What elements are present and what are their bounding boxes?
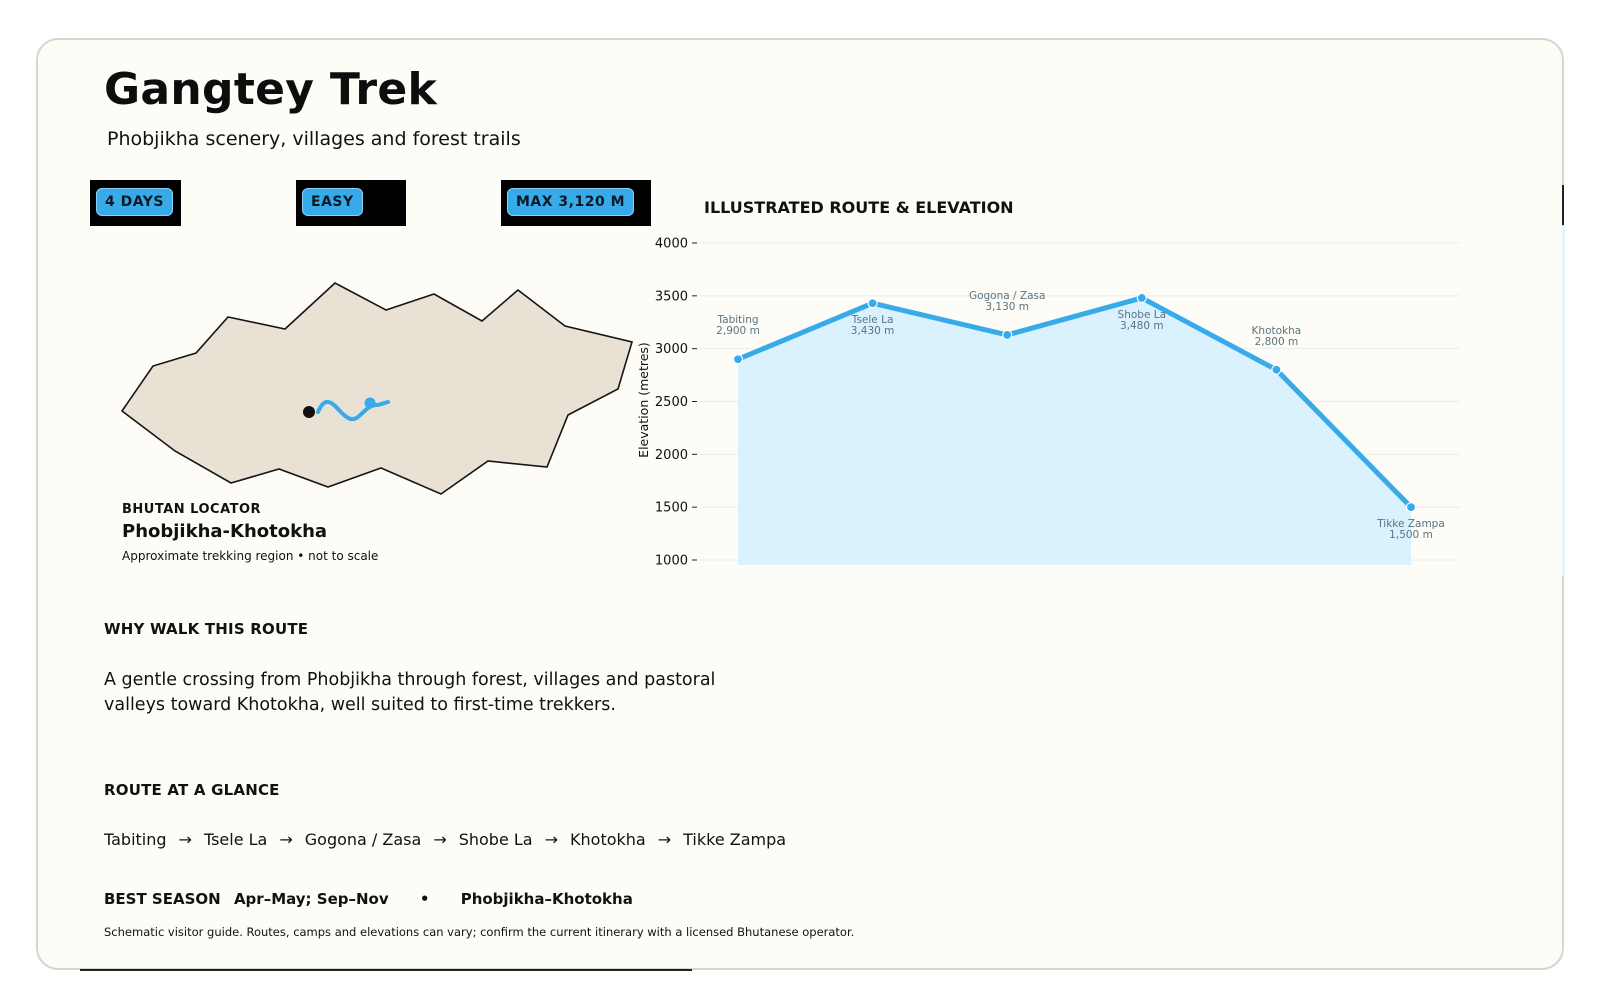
y-tick-label: 1500 bbox=[655, 501, 688, 516]
elevation-point bbox=[1002, 329, 1013, 341]
season-label: BEST SEASON bbox=[104, 890, 221, 908]
waypoint-name: Khotokha bbox=[1252, 325, 1302, 337]
edge-rule-top bbox=[1562, 185, 1564, 225]
waypoint-name: Tikke Zampa bbox=[1376, 518, 1445, 530]
waypoint-name: Gogona / Zasa bbox=[969, 290, 1045, 302]
y-tick-label: 1000 bbox=[655, 554, 688, 569]
duration-badge-label: 4 DAYS bbox=[96, 188, 173, 216]
locator-label: BHUTAN LOCATOR bbox=[122, 502, 262, 517]
elevation-chart: 1000 1500 2000 2500 3000 3500 4000 Elevation (… bbox=[636, 237, 1460, 569]
difficulty-badge: EASY bbox=[296, 180, 406, 226]
waypoint-elevation: 1,500 m bbox=[1389, 529, 1433, 541]
bottom-rule bbox=[80, 969, 692, 971]
locator-region: Phobjikha-Khotokha bbox=[122, 521, 328, 542]
elevation-point bbox=[867, 298, 878, 309]
waypoint-name: Tabiting bbox=[716, 314, 758, 326]
y-axis-label: Elevation (metres) bbox=[636, 342, 651, 458]
why-heading: WHY WALK THIS ROUTE bbox=[104, 620, 309, 638]
trek-start-marker bbox=[303, 406, 315, 418]
waypoint-name: Shobe La bbox=[1118, 309, 1167, 321]
elevation-line bbox=[735, 295, 1414, 510]
elevation-point bbox=[1136, 292, 1147, 304]
duration-badge: 4 DAYS bbox=[90, 180, 181, 226]
waypoint-elevation: 2,900 m bbox=[716, 325, 760, 337]
waypoint-elevation: 3,130 m bbox=[985, 301, 1029, 313]
route-arrow: → bbox=[279, 830, 293, 849]
season-value: Apr–May; Sep–Nov bbox=[233, 890, 389, 908]
locator-note: Approximate trekking region • not to sca… bbox=[122, 549, 379, 563]
route-stop: Tsele La bbox=[203, 830, 268, 849]
route-arrow: → bbox=[657, 830, 672, 849]
waypoint-elevation: 3,480 m bbox=[1120, 320, 1164, 332]
y-tick-label: 4000 bbox=[655, 237, 688, 252]
route-stop: Shobe La bbox=[458, 830, 533, 849]
waypoint-elevation: 3,430 m bbox=[851, 325, 895, 337]
route-arrow: → bbox=[433, 830, 447, 849]
page-subtitle: Phobjikha scenery, villages and forest t… bbox=[107, 128, 521, 150]
glance-heading: ROUTE AT A GLANCE bbox=[104, 781, 280, 799]
season-region: Phobjikha–Khotokha bbox=[460, 890, 633, 908]
elevation-point bbox=[1405, 502, 1417, 513]
route-arrow: → bbox=[178, 830, 192, 849]
max-altitude-badge: MAX 3,120 M bbox=[501, 180, 651, 226]
elevation-points bbox=[732, 292, 1417, 513]
season-bullet: • bbox=[419, 890, 430, 908]
trek-end-marker bbox=[364, 397, 376, 409]
page-title: Gangtey Trek bbox=[104, 64, 438, 115]
elevation-point bbox=[1271, 364, 1282, 375]
route-stop: Gogona / Zasa bbox=[304, 830, 422, 849]
difficulty-badge-label: EASY bbox=[302, 188, 363, 216]
route-stops: Tabiting → Tsele La → Gogona / Zasa → Shobe La… bbox=[104, 830, 786, 849]
route-stop: Tabiting bbox=[104, 830, 167, 849]
y-tick-label: 3500 bbox=[655, 289, 688, 304]
chart-title: ILLUSTRATED ROUTE & ELEVATION bbox=[704, 198, 1014, 217]
y-axis-ticks: 1000 1500 2000 2500 3000 3500 4000 bbox=[655, 237, 697, 569]
season-line: BEST SEASON Apr–May; Sep–Nov • Phobjikha… bbox=[104, 890, 633, 908]
route-arrow: → bbox=[544, 830, 559, 849]
waypoint-elevation: 2,800 m bbox=[1255, 336, 1299, 348]
route-stop: Khotokha bbox=[570, 830, 646, 849]
bhutan-locator-map bbox=[120, 282, 634, 495]
disclaimer: Schematic visitor guide. Routes, camps a… bbox=[104, 925, 855, 939]
edge-strip bbox=[1562, 226, 1565, 576]
why-text: A gentle crossing from Phobjikha through… bbox=[104, 670, 716, 715]
y-tick-label: 2500 bbox=[655, 395, 688, 410]
y-tick-label: 2000 bbox=[655, 448, 688, 463]
elevation-point bbox=[732, 354, 744, 365]
route-stop: Tikke Zampa bbox=[683, 830, 787, 849]
elevation-area bbox=[738, 297, 1411, 565]
y-tick-label: 3000 bbox=[655, 342, 688, 357]
waypoint-name: Tsele La bbox=[851, 314, 894, 326]
max-altitude-badge-label: MAX 3,120 M bbox=[507, 188, 635, 216]
bhutan-outline bbox=[120, 282, 634, 495]
